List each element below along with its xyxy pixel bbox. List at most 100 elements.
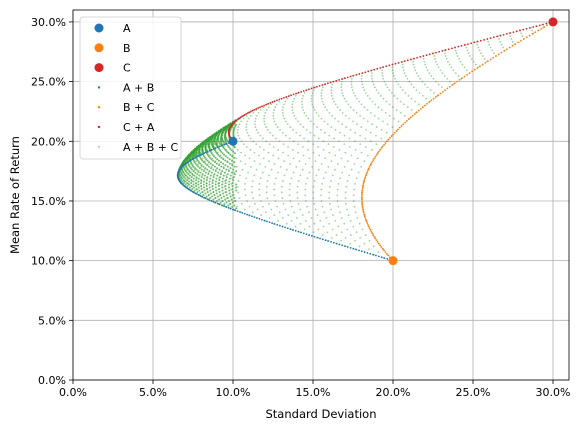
abc-point (304, 200, 307, 202)
abc-point (356, 97, 358, 100)
pair-point (417, 109, 420, 112)
pair-point (282, 96, 285, 99)
abc-point (225, 176, 228, 179)
pair-point (437, 94, 440, 97)
abc-point (331, 114, 333, 117)
pair-point (239, 211, 241, 213)
abc-point (238, 137, 241, 140)
pair-point (318, 84, 321, 87)
abc-point (229, 195, 232, 198)
abc-point (350, 80, 353, 83)
abc-point (256, 208, 259, 211)
abc-point (338, 148, 341, 151)
abc-point (192, 183, 195, 186)
pair-point (517, 41, 520, 44)
abc-point (354, 94, 357, 97)
abc-point (320, 94, 323, 97)
abc-point (213, 173, 216, 176)
pair-point (251, 109, 254, 112)
abc-point (292, 111, 295, 114)
pair-point (332, 80, 335, 83)
legend-box (79, 16, 182, 160)
abc-point (328, 191, 331, 194)
abc-point (396, 97, 399, 100)
abc-point (208, 170, 211, 173)
abc-point (258, 188, 261, 191)
abc-point (189, 171, 192, 174)
abc-point (310, 217, 313, 219)
abc-point (192, 177, 195, 180)
abc-point (215, 141, 218, 144)
pair-point (191, 190, 194, 193)
pair-point (223, 205, 225, 207)
abc-point (350, 168, 353, 171)
abc-point (233, 173, 236, 176)
abc-point (321, 183, 324, 185)
abc-point (188, 174, 191, 177)
abc-point (402, 66, 404, 69)
abc-point (375, 134, 377, 137)
pair-point (380, 246, 383, 248)
abc-point (328, 134, 331, 137)
abc-point (230, 171, 233, 174)
abc-point (353, 163, 356, 165)
abc-point (321, 100, 324, 103)
abc-point (243, 208, 246, 211)
abc-point (218, 188, 221, 191)
abc-point (251, 180, 254, 182)
abc-point (199, 156, 202, 159)
abc-point (345, 185, 348, 188)
pair-point (212, 148, 215, 150)
pair-point (363, 177, 366, 180)
abc-point (322, 177, 325, 180)
abc-point (334, 129, 337, 131)
abc-point (466, 49, 469, 52)
abc-point (360, 151, 363, 154)
abc-point (340, 231, 343, 234)
abc-point (234, 125, 237, 128)
abc-point (365, 129, 367, 131)
abc-point (306, 177, 309, 180)
y-axis-label: Mean Rate of Return (8, 136, 22, 254)
abc-point (295, 165, 298, 168)
abc-point (249, 114, 252, 117)
abc-point (441, 72, 444, 74)
abc-point (308, 225, 311, 228)
pair-point (287, 95, 290, 98)
abc-point (477, 46, 480, 49)
legend-marker (94, 63, 104, 73)
pair-point (190, 189, 192, 192)
abc-point (184, 170, 187, 173)
abc-point (292, 171, 295, 174)
pair-point (352, 74, 355, 77)
abc-point (221, 189, 224, 192)
abc-point (181, 180, 184, 183)
abc-point (297, 202, 300, 205)
abc-point (357, 171, 360, 174)
abc-point (320, 163, 323, 165)
abc-point (205, 179, 208, 182)
abc-point (262, 106, 265, 109)
abc-point (324, 106, 327, 109)
abc-point (224, 188, 227, 191)
abc-point (330, 92, 333, 94)
abc-point (349, 106, 352, 109)
abc-point (203, 156, 206, 159)
pair-point (376, 67, 379, 70)
abc-point (429, 89, 432, 92)
abc-point (197, 170, 200, 173)
abc-point (273, 183, 276, 185)
abc-point (412, 63, 415, 66)
abc-point (381, 69, 383, 72)
abc-point (202, 165, 205, 168)
abc-point (200, 176, 203, 179)
abc-point (200, 188, 203, 191)
abc-point (296, 191, 299, 194)
abc-point (212, 191, 215, 194)
abc-point (209, 162, 212, 165)
abc-point (186, 167, 189, 170)
abc-point (213, 155, 216, 158)
abc-point (317, 146, 320, 148)
pair-point (425, 54, 428, 57)
pair-point (208, 199, 211, 202)
